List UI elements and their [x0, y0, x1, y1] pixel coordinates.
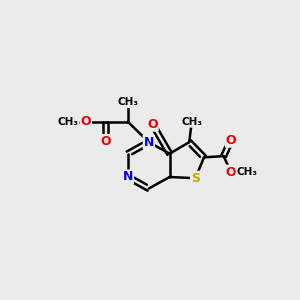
- Text: O: O: [80, 115, 91, 128]
- Text: N: N: [123, 170, 133, 184]
- Text: O: O: [226, 166, 236, 178]
- Text: CH₃: CH₃: [117, 97, 138, 107]
- Text: CH₃: CH₃: [57, 117, 78, 127]
- Text: S: S: [191, 172, 200, 185]
- Text: CH₃: CH₃: [181, 117, 202, 127]
- Text: O: O: [226, 134, 236, 147]
- Text: N: N: [144, 136, 154, 148]
- Text: CH₃: CH₃: [236, 167, 257, 177]
- Text: O: O: [100, 135, 111, 148]
- Text: O: O: [147, 118, 158, 131]
